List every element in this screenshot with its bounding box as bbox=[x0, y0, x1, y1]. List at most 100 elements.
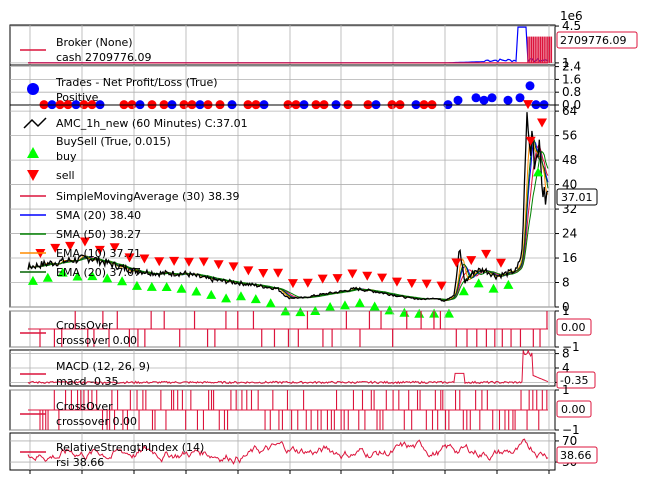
price-ytick-label-1: 8 bbox=[562, 276, 570, 290]
price-ytick-label-6: 48 bbox=[562, 153, 577, 167]
price-ytick-label-4: 32 bbox=[562, 202, 577, 216]
rsi-ytick-label-1: 70 bbox=[562, 434, 577, 448]
broker-legend-title: Broker (None) bbox=[56, 36, 133, 49]
crossover1-value-box bbox=[556, 318, 592, 336]
sell-marker bbox=[481, 249, 492, 259]
crossover1-ytick-label-1: 1 bbox=[562, 304, 570, 318]
buy-legend-label: buy bbox=[56, 150, 77, 163]
sma50-legend-label: SMA (50) 38.27 bbox=[56, 228, 141, 241]
rsi-legend-value: rsi 38.66 bbox=[56, 456, 104, 469]
sell-marker bbox=[451, 258, 462, 268]
macd-legend-value: macd -0.35 bbox=[56, 375, 118, 388]
rsi-axes-frame bbox=[9, 432, 556, 471]
macd-line bbox=[27, 349, 549, 385]
buy-marker bbox=[146, 281, 157, 291]
price-ytick-label-2: 16 bbox=[562, 251, 577, 265]
sell-marker bbox=[332, 274, 343, 284]
buy-marker bbox=[488, 283, 499, 293]
close-price-line bbox=[27, 112, 549, 303]
sell-marker bbox=[183, 257, 194, 267]
sell-marker bbox=[391, 277, 402, 287]
sell-marker bbox=[169, 256, 180, 266]
broker-panel: 14.5 1e6 Broker (None) cash 2709776.09 2… bbox=[9, 9, 638, 70]
price-ytick-label-8: 64 bbox=[562, 104, 577, 118]
broker-scale-label: 1e6 bbox=[560, 9, 583, 23]
ema10-legend-label: EMA (10) 37.71 bbox=[56, 247, 141, 260]
trades-grid bbox=[10, 65, 555, 106]
buy-marker bbox=[325, 302, 336, 312]
buy-marker bbox=[235, 291, 246, 301]
sell-marker bbox=[317, 274, 328, 284]
crossover1-y-ticks: −1 1 bbox=[555, 304, 580, 354]
sell-marker bbox=[228, 262, 239, 272]
sma30-legend-label: SimpleMovingAverage (30) 38.39 bbox=[56, 190, 240, 203]
positive-trade-marker bbox=[487, 93, 497, 103]
macd-value-label: -0.35 bbox=[560, 374, 588, 387]
buy-marker bbox=[295, 307, 306, 317]
sell-legend-marker bbox=[27, 170, 39, 181]
crossover1-value-label: 0.00 bbox=[561, 321, 586, 334]
sell-marker bbox=[406, 279, 417, 289]
crossover2-legend-title: CrossOver bbox=[56, 400, 113, 413]
crossover2-value-label: 0.00 bbox=[561, 403, 586, 416]
rsi-legend-title: RelativeStrengthIndex (14) bbox=[56, 441, 204, 454]
buy-marker bbox=[250, 294, 261, 304]
buy-marker bbox=[191, 286, 202, 296]
buysell-legend-title: BuySell (True, 0.015) bbox=[56, 135, 171, 148]
sell-marker bbox=[377, 273, 388, 283]
sell-marker bbox=[525, 136, 536, 146]
sell-marker bbox=[94, 245, 105, 255]
buy-marker bbox=[310, 305, 321, 315]
price-value-box bbox=[556, 188, 598, 206]
buy-marker bbox=[57, 267, 68, 277]
buy-marker bbox=[221, 293, 232, 303]
price-legend-swatch bbox=[23, 117, 47, 129]
sell-legend-label: sell bbox=[56, 169, 75, 182]
sell-marker bbox=[65, 241, 76, 251]
buy-marker bbox=[369, 301, 380, 311]
sell-marker bbox=[258, 269, 269, 279]
broker-value-box bbox=[556, 31, 638, 49]
positive-trade-marker bbox=[515, 93, 525, 103]
price-ytick-label-3: 24 bbox=[562, 227, 577, 241]
positive-trade-marker bbox=[471, 93, 481, 103]
broker-ytick-label-1: 4.5 bbox=[562, 19, 581, 33]
crossover1-series bbox=[28, 311, 548, 347]
positive-trade-marker bbox=[453, 95, 463, 105]
macd-legend-title: MACD (12, 26, 9) bbox=[56, 360, 150, 373]
price-legend-main: AMC_1h_new (60 Minutes) C:37.01 bbox=[56, 117, 248, 130]
macd-ytick-label-1: 4 bbox=[562, 361, 570, 375]
price-ytick-label-7: 56 bbox=[562, 129, 577, 143]
price-ytick-label-5: 40 bbox=[562, 178, 577, 192]
sell-marker bbox=[154, 257, 165, 267]
sma20-legend-label: SMA (20) 38.40 bbox=[56, 209, 141, 222]
sell-marker bbox=[347, 269, 358, 279]
buy-marker bbox=[399, 307, 410, 317]
trades-ytick-label-2: 1.6 bbox=[562, 72, 581, 86]
buy-marker bbox=[72, 271, 83, 281]
buy-marker bbox=[161, 282, 172, 292]
buy-marker bbox=[206, 289, 217, 299]
crossover2-y-ticks: −1 1 bbox=[555, 383, 580, 437]
sell-marker bbox=[213, 260, 224, 270]
macd-value-box bbox=[556, 371, 596, 389]
buy-marker bbox=[176, 283, 187, 293]
broker-y-ticks: 14.5 bbox=[555, 19, 581, 70]
sell-marker bbox=[79, 237, 90, 247]
positive-trade-marker bbox=[479, 95, 489, 105]
crossover2-ytick-label-1: 1 bbox=[562, 383, 570, 397]
price-series-lines bbox=[27, 112, 549, 303]
buy-marker bbox=[27, 275, 38, 285]
sell-marker bbox=[362, 271, 373, 281]
sell-marker bbox=[287, 279, 298, 289]
buy-marker bbox=[473, 278, 484, 288]
buy-marker bbox=[354, 298, 365, 308]
trades-y-ticks: 0.00.81.62.4 bbox=[555, 60, 581, 112]
crossover1-legend-title: CrossOver bbox=[56, 319, 113, 332]
crossover1-grid bbox=[10, 310, 555, 348]
macd-series bbox=[27, 349, 549, 385]
crossover1-ytick-label-0: −1 bbox=[562, 340, 580, 354]
buy-legend-marker bbox=[27, 147, 39, 158]
sell-marker bbox=[50, 243, 61, 253]
